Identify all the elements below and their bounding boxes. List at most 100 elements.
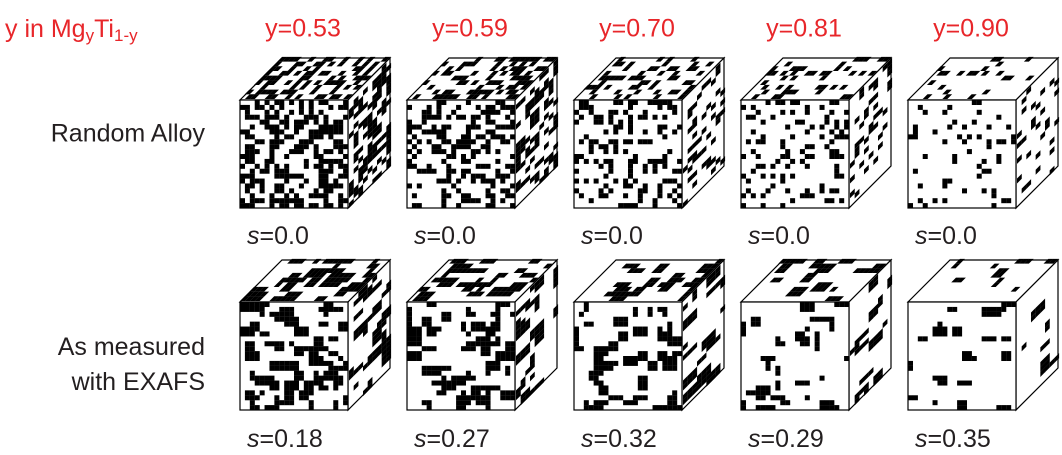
- cube-cell: [250, 346, 255, 351]
- cube-cell: [991, 193, 996, 198]
- cube-cell: [481, 395, 486, 400]
- cube-cell: [490, 120, 495, 125]
- cube-cell: [279, 312, 284, 317]
- cube-cell: [574, 110, 579, 115]
- cube-cell: [422, 400, 427, 405]
- row-label: Random Alloy: [51, 120, 206, 148]
- cube-cell: [299, 149, 304, 154]
- cube-cell: [500, 179, 505, 184]
- cube-cell: [775, 371, 780, 376]
- cube-cell: [309, 381, 314, 386]
- cube-cell: [436, 371, 441, 376]
- cube-cell: [490, 193, 495, 198]
- cube-cell: [839, 129, 844, 134]
- cube-cell: [653, 366, 658, 371]
- cube-cell: [746, 115, 751, 120]
- cube-cell: [510, 169, 515, 174]
- cube-cell: [476, 390, 481, 395]
- cube-cell: [618, 322, 623, 327]
- cube-cell: [412, 331, 417, 336]
- cube-cell: [274, 139, 279, 144]
- cube-cell: [923, 154, 928, 159]
- cube-cell: [672, 110, 677, 115]
- cube-cell: [471, 174, 476, 179]
- cube-cell: [766, 385, 771, 390]
- cube-cell: [279, 100, 284, 105]
- cube-cell: [284, 174, 289, 179]
- cube-cell: [657, 105, 662, 110]
- cube-cell: [250, 198, 255, 203]
- cube-cell: [446, 115, 451, 120]
- cube-cell: [824, 317, 829, 322]
- cube-cell: [319, 125, 324, 130]
- cube-cell: [761, 139, 766, 144]
- cube-cell: [829, 139, 834, 144]
- cube-cell: [319, 183, 324, 188]
- cube-cell: [603, 400, 608, 405]
- cube-cell: [952, 331, 957, 336]
- cube-cell: [279, 317, 284, 322]
- cube-cell: [333, 405, 338, 410]
- cube-cell: [829, 317, 834, 322]
- cube-cell: [481, 400, 486, 405]
- cube-cell: [761, 174, 766, 179]
- cube-cell: [255, 149, 260, 154]
- cube-cell: [466, 144, 471, 149]
- cube-cell: [942, 110, 947, 115]
- cube-cell: [672, 198, 677, 203]
- cube-cell: [1006, 125, 1011, 130]
- cube-cell: [613, 100, 618, 105]
- cube-cell: [844, 125, 849, 130]
- cube-cell: [628, 105, 633, 110]
- cube-cell: [824, 144, 829, 149]
- cube-cell: [579, 346, 584, 351]
- cube-cell: [751, 115, 756, 120]
- cube-cell: [284, 312, 289, 317]
- cube-cell: [1001, 336, 1006, 341]
- cube-cell: [996, 307, 1001, 312]
- cube-cell: [510, 110, 515, 115]
- cube-cell: [574, 331, 579, 336]
- cube-cell: [746, 188, 751, 193]
- cube-cell: [309, 193, 314, 198]
- cube-cell: [279, 198, 284, 203]
- cube-cell: [667, 149, 672, 154]
- cube-cell: [309, 115, 314, 120]
- cube-cell: [987, 336, 992, 341]
- cube-cell: [643, 115, 648, 120]
- cube-cell: [584, 322, 589, 327]
- cube-cell: [279, 341, 284, 346]
- cube-cell: [829, 327, 834, 332]
- cube-cell: [274, 183, 279, 188]
- cube-cell: [657, 351, 662, 356]
- cube-cell: [422, 115, 427, 120]
- cube-cell: [766, 356, 771, 361]
- cube-cell: [289, 149, 294, 154]
- cube-cell: [667, 331, 672, 336]
- cube-cell: [289, 395, 294, 400]
- cube-cell: [957, 381, 962, 386]
- cube-cell: [672, 400, 677, 405]
- cube-cell: [323, 312, 328, 317]
- cube-cell: [279, 105, 284, 110]
- cube-cell: [829, 400, 834, 405]
- cube-cell: [338, 307, 343, 312]
- cube-cell: [510, 356, 515, 361]
- cube-cell: [584, 105, 589, 110]
- cube-cell: [628, 159, 633, 164]
- cube-cell: [657, 331, 662, 336]
- order-symbol: s: [748, 222, 761, 250]
- cube-cell: [608, 361, 613, 366]
- cube-cell: [761, 356, 766, 361]
- cube-cell: [471, 376, 476, 381]
- cube-cell: [333, 371, 338, 376]
- cube-cell: [412, 336, 417, 341]
- cube-cell: [505, 139, 510, 144]
- cube-cell: [314, 149, 319, 154]
- cube-cell: [780, 179, 785, 184]
- cube-cell: [589, 110, 594, 115]
- cube-cell: [667, 327, 672, 332]
- cube-cell: [269, 154, 274, 159]
- cube-cell: [436, 100, 441, 105]
- cube-cell: [746, 179, 751, 184]
